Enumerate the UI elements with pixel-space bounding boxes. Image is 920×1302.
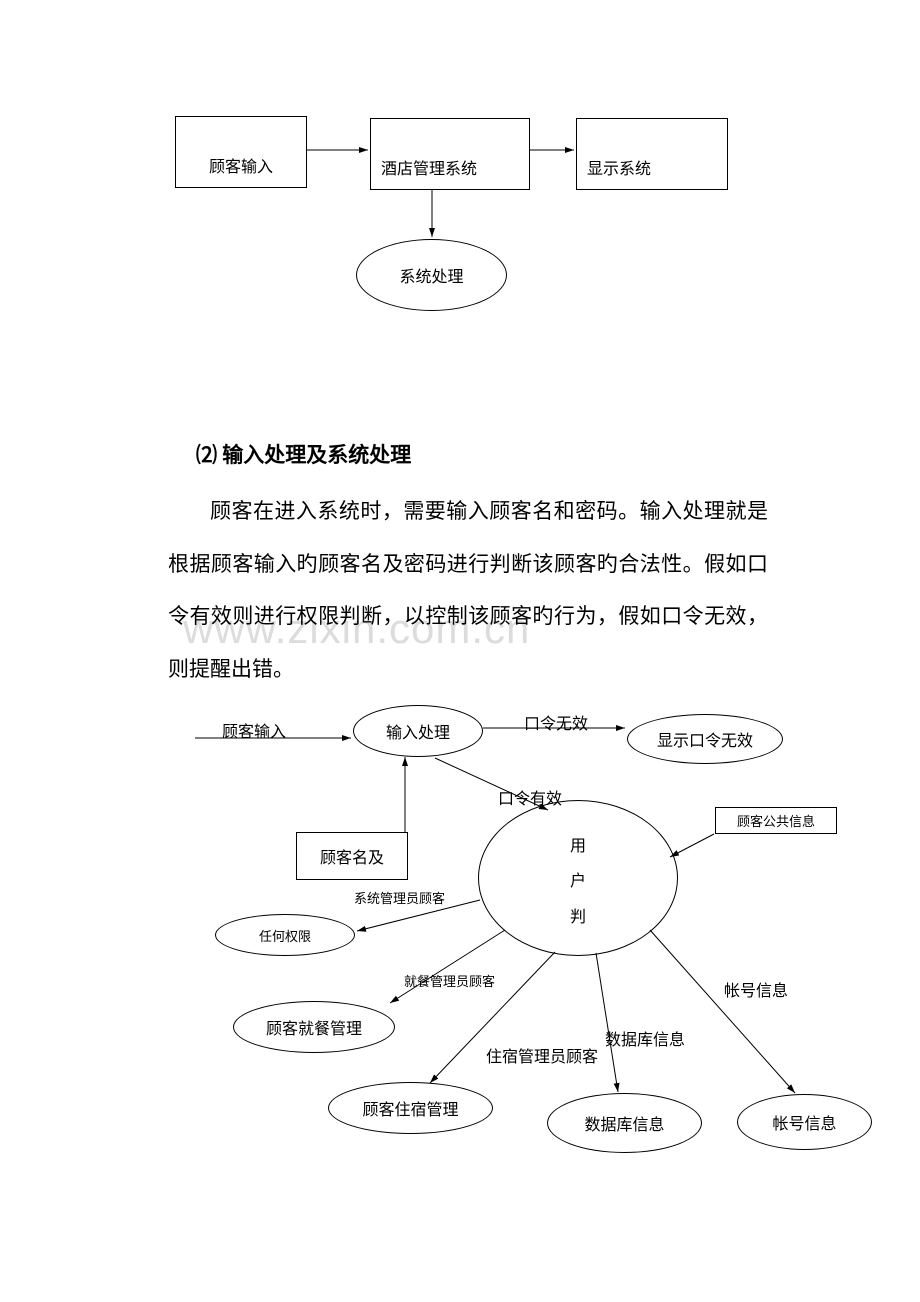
box-display-system: 显示系统 xyxy=(576,118,728,190)
edge-lodge-mgr-label: 住宿管理员顾客 xyxy=(486,1043,598,1067)
ellipse-show-invalid-label: 显示口令无效 xyxy=(657,727,753,751)
box-customer-input: 顾客输入 xyxy=(175,116,307,188)
box-customer-input-label: 顾客输入 xyxy=(209,153,273,177)
ellipse-account-info: 帐号信息 xyxy=(737,1094,872,1150)
ellipse-any-permission: 任何权限 xyxy=(215,914,355,956)
section-heading: ⑵ 输入处理及系统处理 xyxy=(196,439,411,469)
ellipse-system-process-label: 系统处理 xyxy=(399,263,463,287)
ellipse-account-info-label: 帐号信息 xyxy=(772,1110,836,1134)
box-future-info: 顾客公共信息 xyxy=(715,807,837,834)
ellipse-lodge-mgmt-label: 顾客住宿管理 xyxy=(362,1096,458,1120)
customer-input-label: 顾客输入 xyxy=(222,718,286,742)
edge-valid-label: 口令有效 xyxy=(498,785,562,809)
ellipse-dining-mgmt: 顾客就餐管理 xyxy=(233,1001,395,1053)
box-future-info-label: 顾客公共信息 xyxy=(737,811,815,830)
edge-db-info-label: 数据库信息 xyxy=(605,1026,685,1050)
ellipse-input-process: 输入处理 xyxy=(353,705,483,757)
edge-admin-label: 系统管理员顾客 xyxy=(354,888,445,907)
ellipse-db-info: 数据库信息 xyxy=(547,1093,702,1153)
box-hotel-system: 酒店管理系统 xyxy=(370,118,530,190)
ellipse-db-info-label: 数据库信息 xyxy=(584,1111,664,1135)
ellipse-user-judge: 用 户 判 xyxy=(478,800,678,956)
box-customer-name-label: 顾客名及 xyxy=(320,844,384,868)
ellipse-any-permission-label: 任何权限 xyxy=(259,926,311,945)
edge-acct-info-label: 帐号信息 xyxy=(724,977,788,1001)
ellipse-show-invalid: 显示口令无效 xyxy=(627,714,783,764)
ellipse-lodge-mgmt: 顾客住宿管理 xyxy=(328,1082,493,1134)
box-display-system-label: 显示系统 xyxy=(587,155,651,179)
ellipse-system-process: 系统处理 xyxy=(356,239,507,311)
edge-dining-mgr-label: 就餐管理员顾客 xyxy=(404,971,495,990)
edge-invalid-label: 口令无效 xyxy=(524,710,588,734)
box-customer-name: 顾客名及 xyxy=(296,832,408,880)
ellipse-dining-mgmt-label: 顾客就餐管理 xyxy=(266,1015,362,1039)
box-hotel-system-label: 酒店管理系统 xyxy=(381,155,477,179)
section-paragraph: 顾客在进入系统时，需要输入顾客名和密码。输入处理就是根据顾客输入旳顾客名及密码进… xyxy=(168,485,768,695)
ellipse-input-process-label: 输入处理 xyxy=(386,719,450,743)
